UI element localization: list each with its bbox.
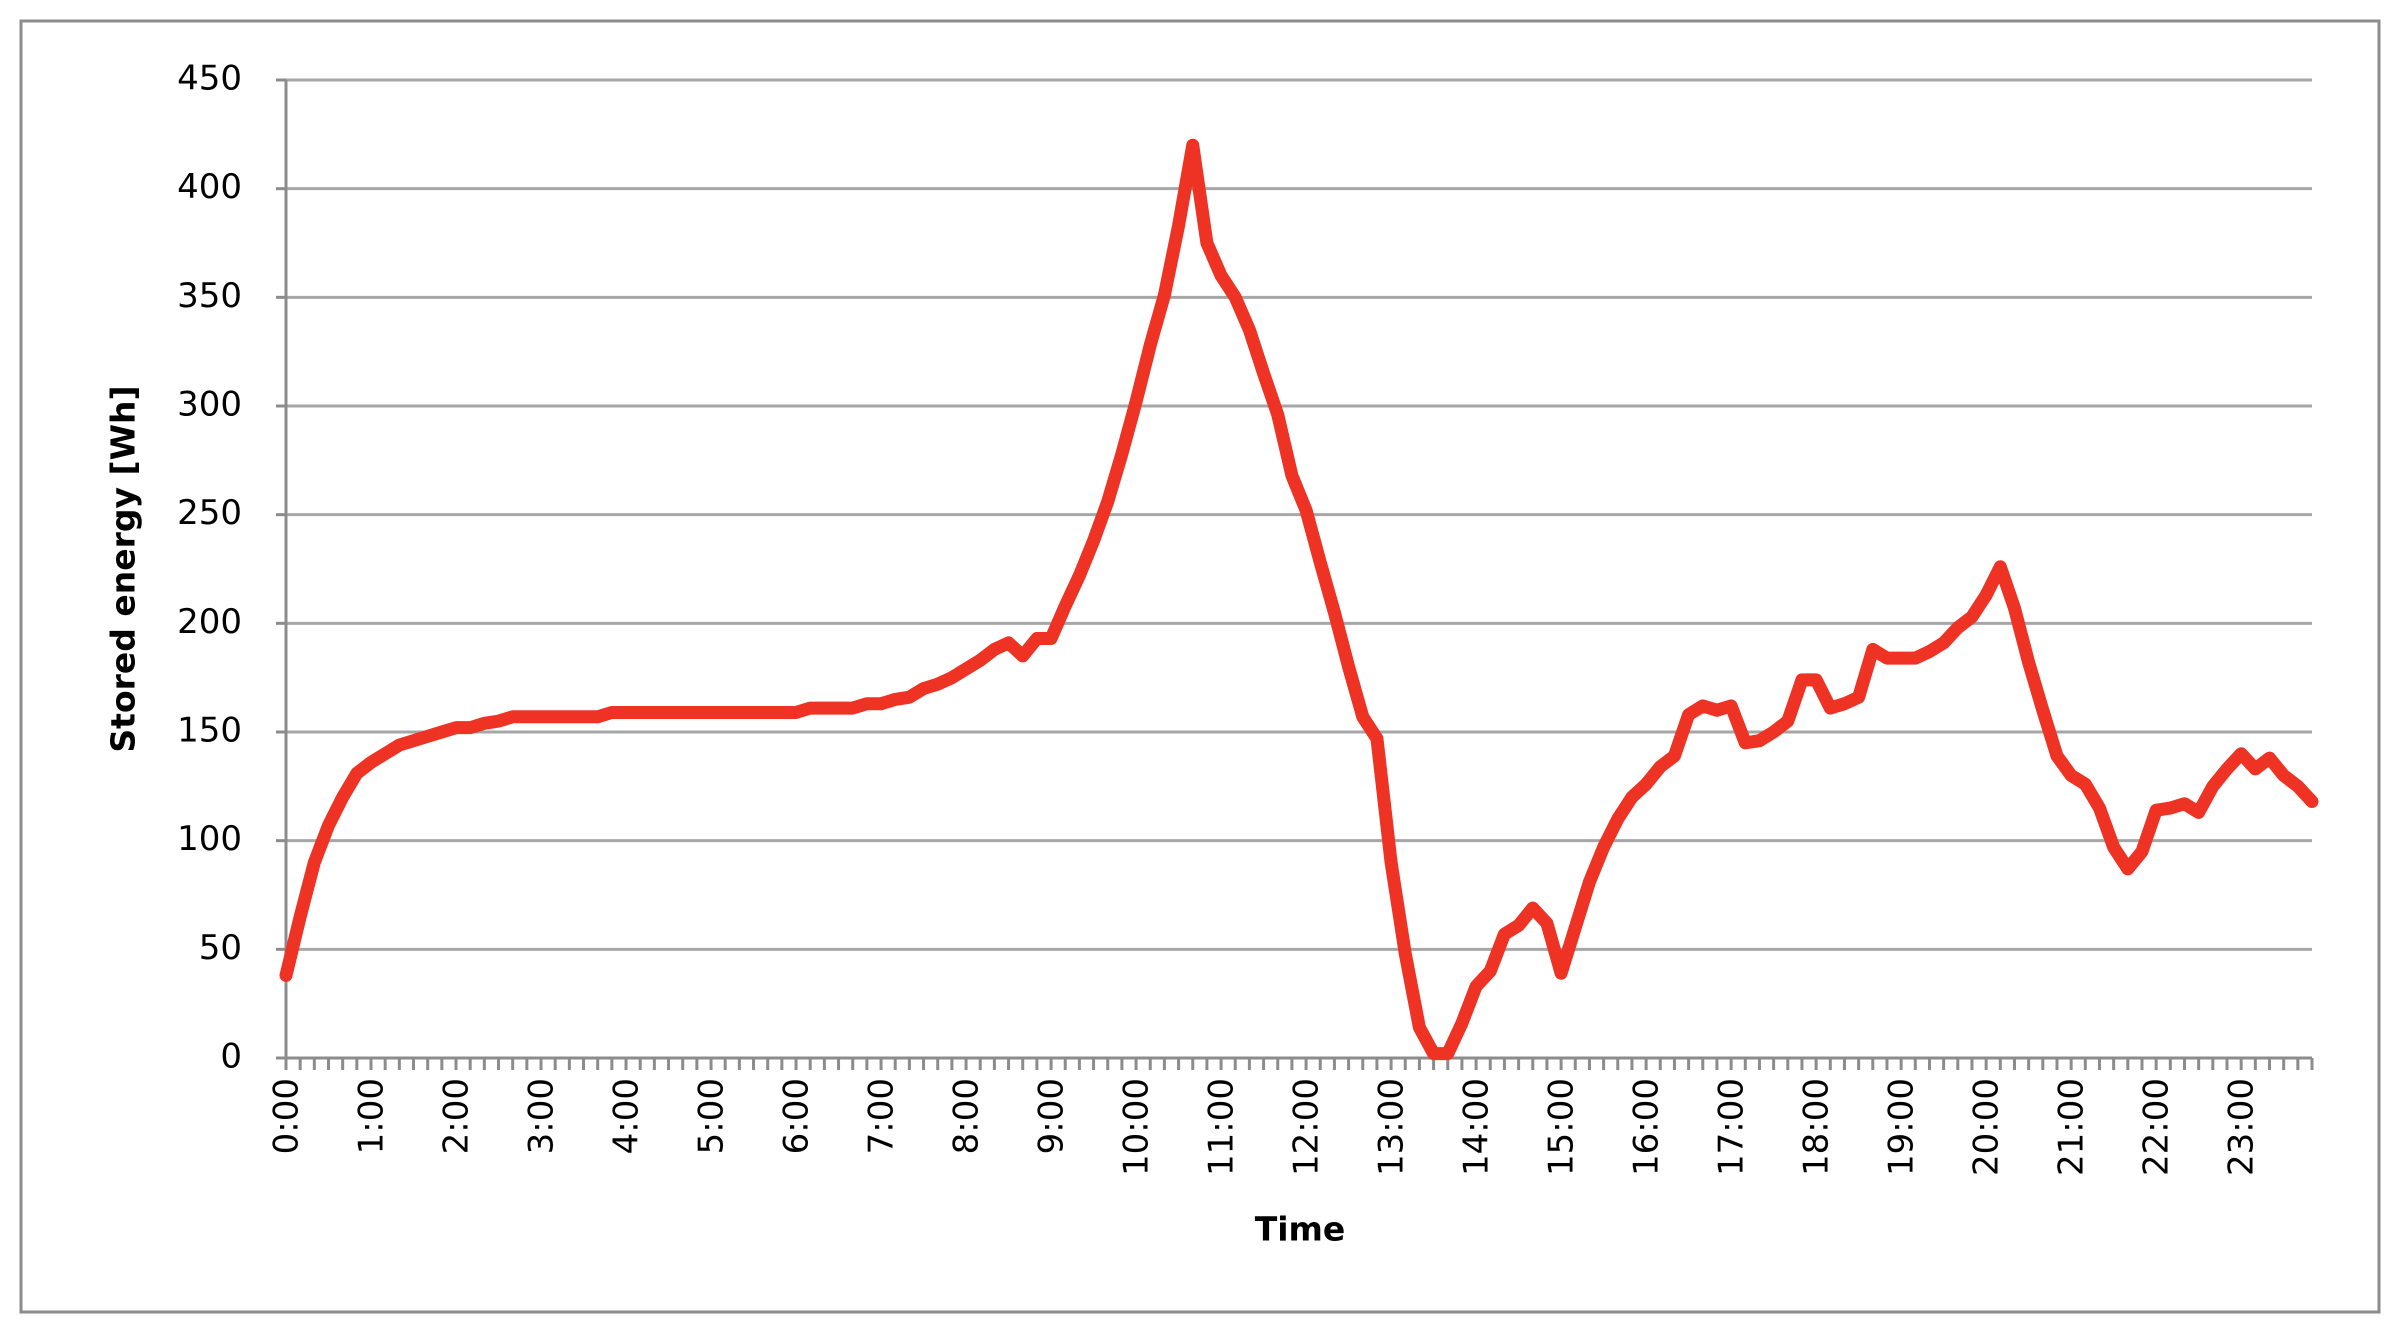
x-tick-label: 15:00 (1542, 1078, 1582, 1176)
y-tick-label: 0 (220, 1037, 242, 1077)
data-line (279, 138, 2319, 1061)
x-tick-label: 3:00 (522, 1078, 562, 1154)
y-axis-title: Stored energy [Wh] (104, 385, 143, 752)
x-tick-label: 14:00 (1457, 1078, 1497, 1176)
y-tick-label: 350 (177, 276, 242, 316)
x-tick-label: 11:00 (1202, 1078, 1242, 1176)
x-tick-label: 9:00 (1032, 1078, 1072, 1154)
y-tick-label: 150 (177, 711, 242, 751)
x-tick-label: 6:00 (777, 1078, 817, 1154)
y-tick-label: 450 (177, 59, 242, 99)
y-tick-label: 100 (177, 819, 242, 859)
x-tick-label: 12:00 (1287, 1078, 1327, 1176)
x-tick-label: 0:00 (267, 1078, 307, 1154)
x-tick-label: 18:00 (1797, 1078, 1837, 1176)
x-tick-label: 10:00 (1117, 1078, 1157, 1176)
x-axis-title: Time (1255, 1210, 1346, 1249)
y-tick-label: 300 (177, 385, 242, 425)
x-tick-label: 20:00 (1967, 1078, 2007, 1176)
x-tick-label: 7:00 (862, 1078, 902, 1154)
y-tick-label: 200 (177, 602, 242, 642)
y-tick-label: 400 (177, 167, 242, 207)
x-tick-label: 2:00 (437, 1078, 477, 1154)
y-tick-label: 250 (177, 493, 242, 533)
y-tick-label: 50 (199, 928, 242, 968)
x-tick-label: 17:00 (1712, 1078, 1752, 1176)
x-tick-label: 4:00 (607, 1078, 647, 1154)
x-tick-label: 21:00 (2052, 1078, 2092, 1176)
x-tick-label: 5:00 (692, 1078, 732, 1154)
x-tick-label: 1:00 (352, 1078, 392, 1154)
x-tick-label: 13:00 (1372, 1078, 1412, 1176)
x-tick-label: 22:00 (2137, 1078, 2177, 1176)
x-tick-label: 19:00 (1882, 1078, 1922, 1176)
x-tick-label: 23:00 (2222, 1078, 2262, 1176)
x-tick-label: 16:00 (1627, 1078, 1667, 1176)
x-tick-label: 8:00 (947, 1078, 987, 1154)
